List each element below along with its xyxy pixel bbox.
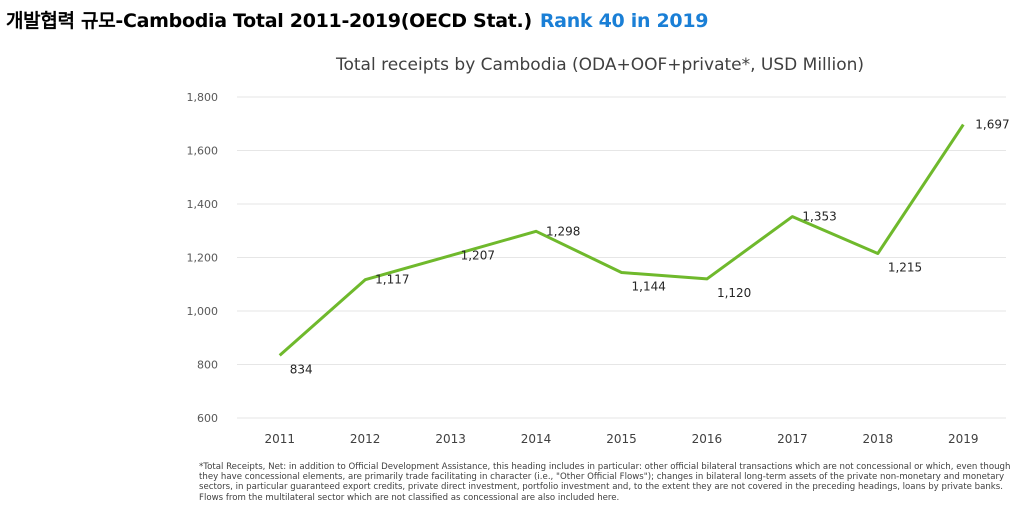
data-label: 1,120: [717, 286, 751, 300]
data-label: 1,353: [802, 210, 836, 224]
footnote: *Total Receipts, Net: in addition to Off…: [199, 462, 1011, 503]
chart-title: Total receipts by Cambodia (ODA+OOF+priv…: [335, 55, 865, 75]
data-label: 1,117: [375, 273, 409, 287]
x-tick-label: 2015: [606, 432, 637, 446]
y-tick-label: 1,000: [187, 305, 219, 318]
data-label: 1,298: [546, 224, 580, 238]
data-label: 834: [290, 362, 313, 376]
y-tick-label: 1,200: [187, 252, 219, 265]
x-tick-label: 2016: [692, 432, 723, 446]
y-tick-label: 1,600: [187, 145, 219, 158]
data-label: 1,144: [632, 279, 666, 293]
x-tick-label: 2013: [435, 432, 466, 446]
x-tick-label: 2018: [863, 432, 894, 446]
page-title-text: 개발협력 규모-Cambodia Total 2011-2019(OECD St…: [6, 10, 532, 32]
x-tick-label: 2019: [948, 432, 979, 446]
series-line: [278, 123, 965, 357]
x-tick-label: 2017: [777, 432, 808, 446]
y-tick-label: 600: [197, 412, 218, 425]
y-tick-label: 1,800: [187, 91, 219, 104]
x-tick-label: 2011: [264, 432, 295, 446]
y-tick-label: 800: [197, 359, 218, 372]
rank-label: Rank 40 in 2019: [539, 10, 709, 32]
x-tick-label: 2012: [350, 432, 381, 446]
page-title: 개발협력 규모-Cambodia Total 2011-2019(OECD St…: [6, 6, 708, 33]
x-tick-label: 2014: [521, 432, 552, 446]
data-label: 1,697: [975, 118, 1009, 132]
data-label: 1,207: [461, 249, 495, 263]
y-tick-label: 1,400: [187, 198, 219, 211]
data-label: 1,215: [888, 260, 922, 274]
